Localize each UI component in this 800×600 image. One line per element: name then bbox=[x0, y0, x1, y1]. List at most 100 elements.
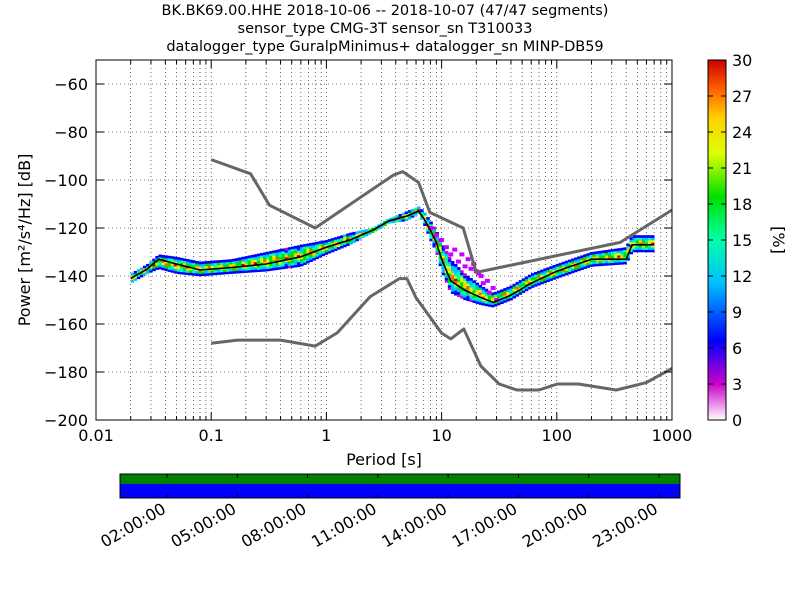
density-cell bbox=[176, 271, 181, 275]
y-tick-label: −60 bbox=[54, 75, 88, 94]
density-cell bbox=[229, 268, 233, 272]
density-cell bbox=[651, 244, 655, 248]
density-cell bbox=[158, 256, 162, 260]
density-cell bbox=[167, 269, 172, 272]
density-cell bbox=[614, 260, 618, 263]
density-cell bbox=[417, 208, 421, 212]
density-cell bbox=[478, 292, 483, 296]
density-cell bbox=[598, 260, 603, 264]
density-cell bbox=[253, 254, 258, 258]
density-cell bbox=[454, 271, 458, 274]
density-cell bbox=[327, 243, 332, 247]
y-tick-label: −200 bbox=[44, 411, 88, 430]
density-cell bbox=[644, 235, 649, 238]
density-cell bbox=[432, 228, 436, 232]
density-cell bbox=[512, 295, 516, 299]
density-cell bbox=[438, 246, 443, 250]
density-cell bbox=[183, 260, 187, 264]
density-cell bbox=[571, 268, 575, 271]
density-cell bbox=[497, 295, 501, 299]
density-cell bbox=[232, 258, 236, 262]
density-cell bbox=[481, 300, 486, 304]
density-cell bbox=[426, 221, 430, 225]
density-cell bbox=[407, 212, 412, 216]
density-cell bbox=[312, 255, 316, 259]
density-cell bbox=[447, 263, 452, 267]
density-cell bbox=[534, 274, 538, 278]
density-cell bbox=[238, 267, 242, 271]
density-cell bbox=[420, 211, 424, 215]
density-cell bbox=[287, 249, 292, 253]
density-cell bbox=[287, 247, 292, 250]
density-cell bbox=[607, 251, 612, 255]
density-cell bbox=[589, 259, 593, 263]
density-cell bbox=[392, 216, 396, 219]
density-cell bbox=[537, 280, 541, 284]
density-cell bbox=[484, 288, 489, 292]
density-cell bbox=[580, 264, 584, 268]
density-cell bbox=[324, 249, 329, 253]
density-cell bbox=[429, 236, 433, 239]
density-cell bbox=[490, 299, 495, 303]
density-cell bbox=[574, 259, 578, 263]
density-cell bbox=[192, 265, 196, 269]
density-cell bbox=[447, 280, 452, 283]
density-cell bbox=[635, 242, 640, 246]
density-cell bbox=[484, 293, 489, 297]
density-cell bbox=[469, 289, 473, 293]
density-cell bbox=[567, 262, 572, 265]
density-cell bbox=[290, 253, 295, 257]
density-cell bbox=[444, 279, 449, 283]
density-cell bbox=[300, 247, 304, 250]
density-cell bbox=[170, 267, 175, 271]
density-cell bbox=[266, 258, 270, 262]
density-cell bbox=[370, 230, 375, 234]
density-cell bbox=[638, 240, 643, 243]
density-cell bbox=[346, 243, 350, 246]
density-cell bbox=[632, 237, 637, 241]
density-cell bbox=[441, 247, 446, 251]
density-cell bbox=[515, 286, 520, 290]
density-cell bbox=[287, 256, 292, 260]
density-cell bbox=[450, 291, 455, 294]
density-cell bbox=[349, 234, 353, 238]
density-cell bbox=[509, 295, 513, 298]
density-cell bbox=[632, 242, 637, 246]
density-cell bbox=[296, 250, 301, 253]
density-cell bbox=[592, 263, 597, 267]
density-cell bbox=[413, 212, 418, 216]
density-outlier-cell bbox=[478, 274, 484, 278]
density-cell bbox=[247, 262, 252, 266]
density-cell bbox=[454, 266, 458, 270]
density-cell bbox=[186, 270, 190, 273]
density-cell bbox=[223, 271, 227, 275]
density-cell bbox=[574, 262, 578, 265]
density-cell bbox=[500, 289, 504, 293]
density-cell bbox=[490, 292, 495, 296]
density-cell bbox=[592, 251, 597, 255]
density-cell bbox=[306, 260, 310, 264]
density-cell bbox=[296, 264, 301, 268]
density-cell bbox=[340, 245, 344, 249]
density-cell bbox=[604, 260, 609, 264]
density-cell bbox=[564, 260, 569, 264]
density-cell bbox=[577, 266, 581, 269]
density-cell bbox=[641, 237, 646, 241]
density-cell bbox=[195, 263, 199, 267]
density-cell bbox=[586, 253, 590, 256]
density-cell bbox=[641, 244, 646, 248]
density-cell bbox=[530, 277, 535, 281]
density-cell bbox=[626, 245, 630, 249]
density-cell bbox=[512, 288, 516, 292]
density-cell bbox=[586, 262, 590, 266]
density-cell bbox=[309, 245, 313, 248]
density-cell bbox=[173, 256, 178, 260]
density-cell bbox=[598, 250, 603, 254]
density-cell bbox=[204, 265, 209, 269]
density-cell bbox=[509, 290, 513, 294]
density-outlier-cell bbox=[455, 259, 461, 264]
density-cell bbox=[293, 262, 298, 266]
density-cell bbox=[447, 273, 452, 276]
density-cell bbox=[521, 280, 526, 284]
density-cell bbox=[617, 262, 621, 265]
